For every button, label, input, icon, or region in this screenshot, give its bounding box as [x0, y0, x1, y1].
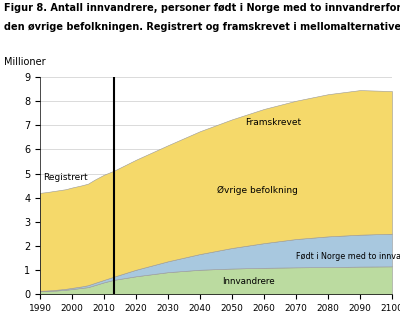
Text: Innvandrere: Innvandrere — [222, 277, 274, 286]
Text: Figur 8. Antall innvandrere, personer født i Norge med to innvandrerforeldre og: Figur 8. Antall innvandrere, personer fø… — [4, 3, 400, 13]
Text: Registrert: Registrert — [43, 172, 88, 182]
Text: Født i Norge med to innvandrerforeldre: Født i Norge med to innvandrerforeldre — [296, 252, 400, 261]
Text: den øvrige befolkningen. Registrert og framskrevet i mellomalternativet (MMMM): den øvrige befolkningen. Registrert og f… — [4, 22, 400, 32]
Text: Millioner: Millioner — [4, 57, 46, 67]
Text: Framskrevet: Framskrevet — [246, 118, 302, 127]
Text: Øvrige befolkning: Øvrige befolkning — [217, 186, 298, 195]
